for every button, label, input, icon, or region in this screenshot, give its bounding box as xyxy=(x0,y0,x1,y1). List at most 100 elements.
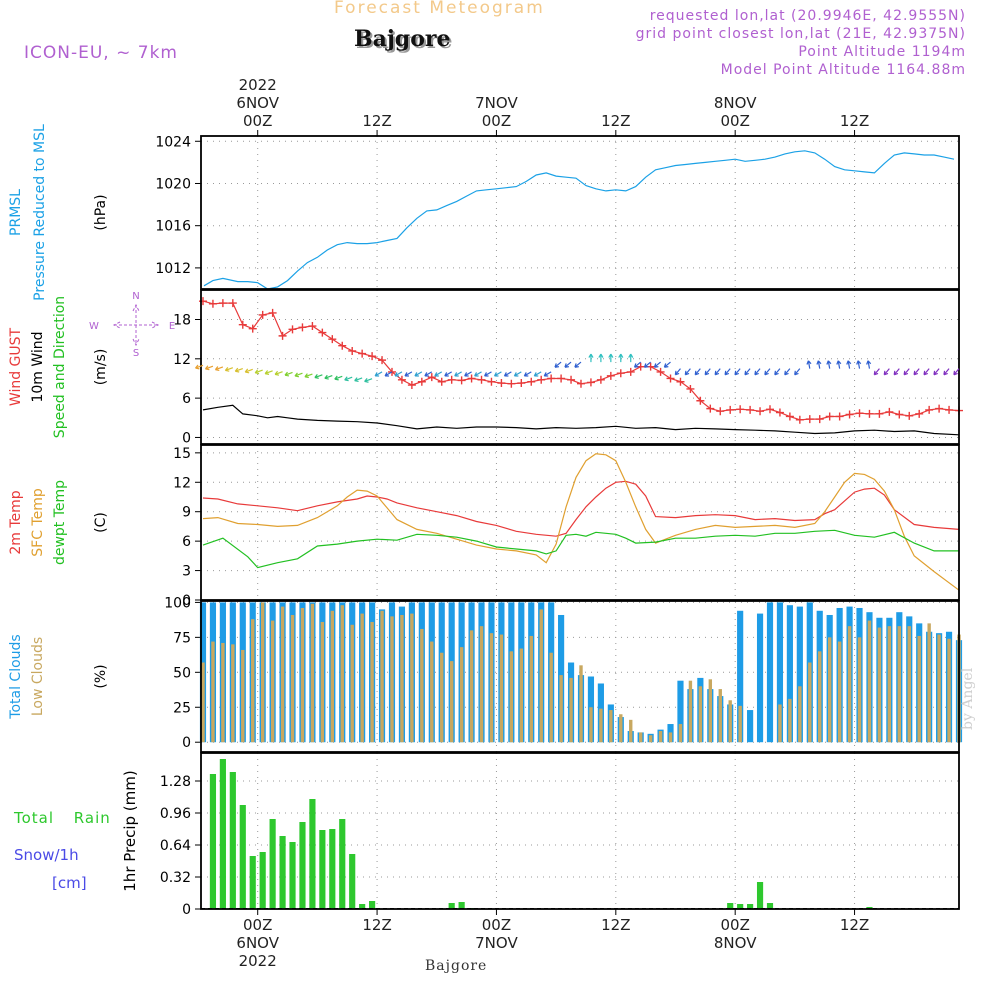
wind-arrow xyxy=(374,371,383,377)
bar-low-clouds xyxy=(778,704,782,743)
bar-low-clouds xyxy=(738,705,742,743)
wind-arrow xyxy=(754,368,761,376)
y-tick-label: 100 xyxy=(164,595,191,611)
wind-arrow xyxy=(873,368,880,376)
bar-total-rain xyxy=(299,822,306,909)
gust-point xyxy=(825,412,834,421)
bar-total-clouds xyxy=(796,606,803,743)
gust-point xyxy=(407,381,416,390)
wind-arrow xyxy=(816,360,822,369)
point-altitude: Point Altitude 1194m xyxy=(798,44,966,60)
bar-low-clouds xyxy=(260,602,265,743)
gust-point xyxy=(208,299,217,308)
bar-low-clouds xyxy=(947,638,951,743)
gridpoint-coords: grid point closest lon,lat (21E, 42.9375… xyxy=(635,26,966,42)
wind-arrow xyxy=(836,360,842,369)
panel-frame xyxy=(200,752,960,910)
bar-low-clouds xyxy=(678,724,683,743)
wind-arrow xyxy=(684,368,691,376)
wind-arrow xyxy=(643,361,652,368)
gust-point xyxy=(915,409,924,418)
bar-low-clouds xyxy=(698,686,703,743)
gust-point xyxy=(805,415,814,424)
bar-low-clouds xyxy=(420,628,424,743)
requested-coords: requested lon,lat (20.9946E, 42.9555N) xyxy=(649,8,966,24)
subtitle: Forecast Meteogram xyxy=(334,0,545,18)
panel-frame xyxy=(200,600,960,753)
compass-rose xyxy=(112,303,160,347)
wind-arrow xyxy=(254,369,263,375)
compass-west: W xyxy=(89,321,99,332)
bar-low-clouds xyxy=(290,614,295,743)
series-line-2m-temp xyxy=(202,480,960,537)
time-label-bottom: 2022 xyxy=(239,952,277,970)
y-tick-label: 1016 xyxy=(155,219,191,235)
wind-arrow xyxy=(653,361,661,368)
time-label-top: 12Z xyxy=(840,112,869,130)
gust-point xyxy=(586,378,595,387)
bar-total-rain xyxy=(339,819,346,909)
gust-point xyxy=(576,379,585,388)
wind-arrow xyxy=(913,368,920,376)
model-label: ICON-EU, ~ 7km xyxy=(24,43,178,63)
gust-point xyxy=(427,373,436,382)
panel-label--hpa-: (hPa) xyxy=(93,194,109,230)
time-label-bottom: 12Z xyxy=(362,916,391,934)
time-label-top: 12Z xyxy=(601,112,630,130)
bar-low-clouds xyxy=(897,626,902,743)
bar-low-clouds xyxy=(579,665,583,743)
y-tick-label: 0 xyxy=(182,593,191,609)
wind-arrow xyxy=(714,368,721,376)
wind-arrow xyxy=(608,353,614,363)
bar-low-clouds xyxy=(609,710,613,743)
y-tick-label: 0.64 xyxy=(160,838,191,854)
wind-arrow xyxy=(274,370,283,376)
wind-arrow xyxy=(618,353,624,363)
bar-low-clouds xyxy=(370,621,374,743)
bar-low-clouds xyxy=(728,700,732,743)
footer-location: Bajgore xyxy=(425,958,488,974)
wind-arrow xyxy=(284,371,293,377)
panel-frame xyxy=(200,289,960,445)
gust-point xyxy=(557,374,566,383)
bar-low-clouds xyxy=(310,603,315,743)
bar-low-clouds xyxy=(400,614,404,743)
bar-low-clouds xyxy=(688,680,693,743)
bar-total-rain xyxy=(737,904,744,909)
wind-arrow xyxy=(806,360,812,369)
wind-arrow xyxy=(394,371,403,377)
gust-point xyxy=(378,356,387,365)
gust-point xyxy=(457,376,466,385)
gust-point xyxy=(606,371,615,380)
wind-arrow xyxy=(694,368,701,376)
credit-watermark: by Angel xyxy=(960,667,976,730)
bar-total-clouds xyxy=(766,602,774,743)
wind-arrow xyxy=(344,376,353,382)
bar-low-clouds xyxy=(390,616,394,743)
panel-label-speed-and-direction: Speed and Direction xyxy=(52,296,68,438)
gust-point xyxy=(218,299,227,308)
gust-point xyxy=(756,407,765,416)
wind-arrow xyxy=(774,368,781,376)
time-label-top: 00Z xyxy=(243,112,272,130)
bar-low-clouds xyxy=(708,679,713,743)
bar-low-clouds xyxy=(569,677,573,743)
wind-arrow xyxy=(314,374,323,379)
bar-total-rain xyxy=(747,904,754,909)
bar-total-rain xyxy=(269,819,276,909)
y-tick-label: 18 xyxy=(173,312,191,328)
wind-arrow xyxy=(588,353,594,363)
wind-arrow xyxy=(598,353,604,363)
bar-low-clouds xyxy=(459,647,464,743)
gust-point xyxy=(338,341,347,350)
gust-point xyxy=(865,409,874,418)
compass-north: N xyxy=(132,291,139,302)
bar-low-clouds xyxy=(788,698,792,743)
panel-label-dewpt-temp: dewpt Temp xyxy=(52,480,68,565)
bar-total-rain xyxy=(259,852,266,909)
bar-low-clouds xyxy=(638,732,643,743)
bar-low-clouds xyxy=(440,652,444,743)
gust-point xyxy=(318,328,327,337)
y-tick-label: 9 xyxy=(182,505,191,521)
gust-point xyxy=(487,377,496,386)
